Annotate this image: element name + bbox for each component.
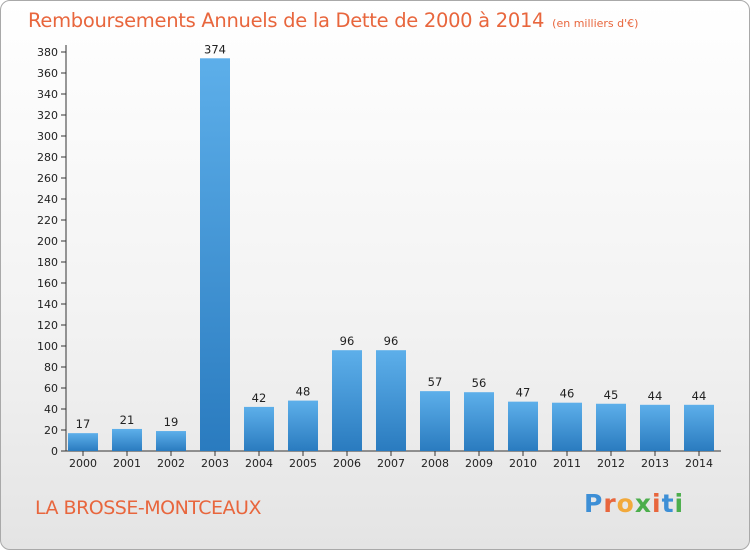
chart-unit: (en milliers d'€) (552, 17, 639, 30)
chart-title: Remboursements Annuels de la Dette de 20… (28, 9, 638, 32)
data-label: 42 (252, 391, 267, 405)
data-label: 21 (120, 413, 135, 427)
data-label: 56 (472, 376, 487, 390)
bar (68, 433, 98, 451)
data-label: 96 (384, 334, 399, 348)
y-tick-label: 220 (37, 214, 58, 227)
x-tick-label: 2000 (69, 457, 97, 470)
bar (156, 431, 186, 451)
x-tick-label: 2012 (597, 457, 625, 470)
x-tick-label: 2009 (465, 457, 493, 470)
x-tick-label: 2013 (641, 457, 669, 470)
y-tick-label: 180 (37, 256, 58, 269)
y-tick-label: 40 (44, 403, 58, 416)
data-label: 48 (296, 385, 311, 399)
logo-letter: i (674, 489, 685, 518)
bar (508, 401, 538, 451)
data-label: 44 (648, 389, 663, 403)
data-label: 46 (560, 387, 575, 401)
x-tick-label: 2006 (333, 457, 361, 470)
x-tick-label: 2003 (201, 457, 229, 470)
bar (420, 391, 450, 451)
data-label: 44 (692, 389, 707, 403)
logo-letter: r (603, 489, 617, 518)
bar (200, 58, 230, 452)
y-tick-label: 20 (44, 424, 58, 437)
y-tick-label: 80 (44, 361, 58, 374)
y-tick-label: 100 (37, 340, 58, 353)
x-tick-label: 2008 (421, 457, 449, 470)
logo-letter: o (616, 489, 635, 518)
bar (244, 406, 274, 451)
data-label: 19 (164, 415, 179, 429)
y-tick-label: 200 (37, 235, 58, 248)
proxiti-logo: Proxiti (584, 489, 684, 518)
data-label: 57 (428, 375, 443, 389)
bar (552, 402, 582, 451)
y-tick-label: 160 (37, 277, 58, 290)
bar (640, 404, 670, 451)
data-label: 47 (516, 386, 531, 400)
x-tick-label: 2010 (509, 457, 537, 470)
x-tick-label: 2004 (245, 457, 273, 470)
data-label: 45 (604, 388, 619, 402)
y-tick-label: 60 (44, 382, 58, 395)
place-name: LA BROSSE-MONTCEAUX (35, 497, 261, 519)
bar (464, 392, 494, 451)
y-tick-label: 260 (37, 172, 58, 185)
data-label: 96 (340, 334, 355, 348)
x-tick-label: 2007 (377, 457, 405, 470)
y-tick-label: 300 (37, 130, 58, 143)
bar (112, 428, 142, 451)
y-tick-label: 140 (37, 298, 58, 311)
y-tick-label: 240 (37, 193, 58, 206)
x-tick-label: 2001 (113, 457, 141, 470)
x-tick-label: 2014 (685, 457, 713, 470)
y-tick-label: 120 (37, 319, 58, 332)
logo-letter: P (584, 489, 604, 518)
x-tick-label: 2005 (289, 457, 317, 470)
bar (332, 350, 362, 451)
bar (288, 400, 318, 451)
data-label: 374 (204, 42, 226, 56)
data-label: 17 (76, 417, 91, 431)
logo-letter: x (634, 489, 652, 518)
y-tick-label: 320 (37, 109, 58, 122)
bar (376, 350, 406, 451)
y-tick-label: 0 (51, 445, 58, 458)
logo-letter: t (661, 489, 675, 518)
bar (684, 404, 714, 451)
x-tick-label: 2011 (553, 457, 581, 470)
y-tick-label: 360 (37, 67, 58, 80)
y-tick-label: 340 (37, 88, 58, 101)
logo-letter: i (652, 489, 662, 518)
bar (596, 403, 626, 451)
x-tick-label: 2002 (157, 457, 185, 470)
y-tick-label: 380 (37, 46, 58, 59)
chart-title-text: Remboursements Annuels de la Dette de 20… (28, 9, 545, 32)
y-tick-label: 280 (37, 151, 58, 164)
